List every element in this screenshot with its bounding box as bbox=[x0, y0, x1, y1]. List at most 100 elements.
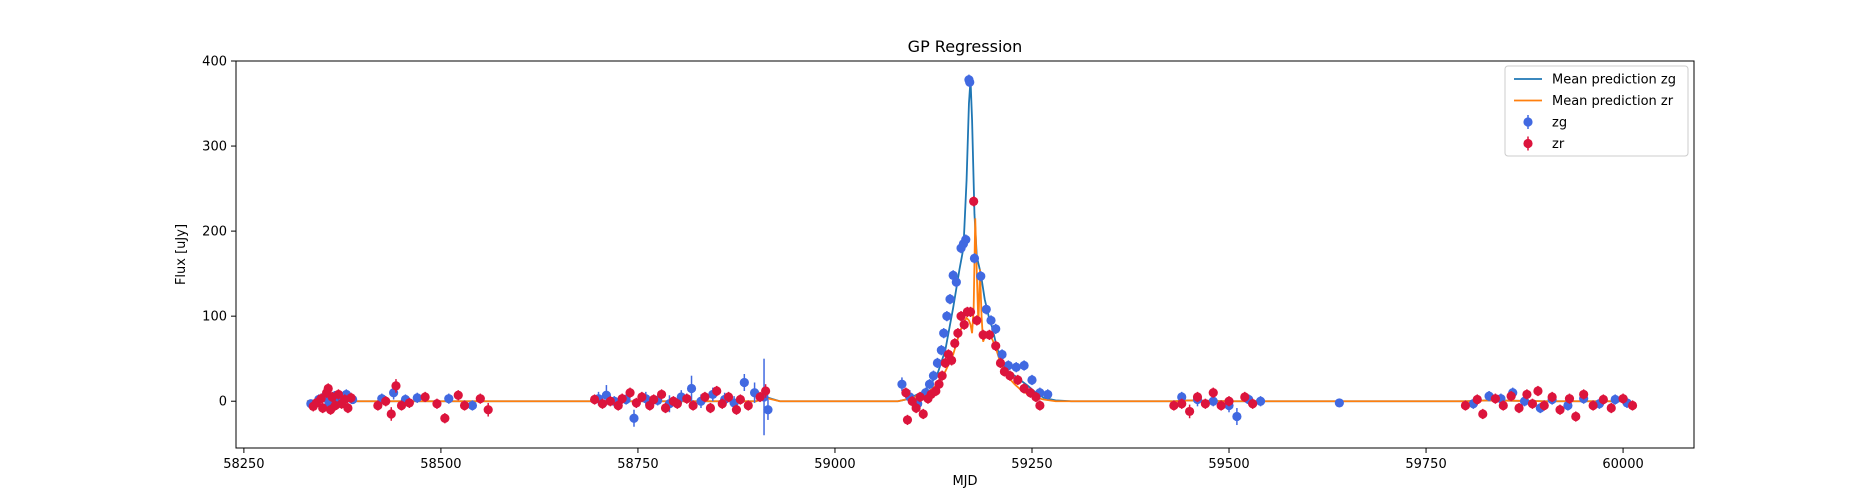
data-point bbox=[936, 345, 946, 355]
data-point bbox=[688, 400, 698, 411]
legend-label: Mean prediction zr bbox=[1552, 94, 1674, 109]
data-point bbox=[723, 392, 734, 402]
data-point bbox=[731, 405, 742, 415]
data-point bbox=[629, 413, 639, 423]
data-point bbox=[1527, 399, 1538, 409]
data-point bbox=[700, 392, 710, 402]
data-point bbox=[951, 277, 961, 287]
data-point bbox=[918, 409, 928, 419]
data-point bbox=[475, 394, 485, 404]
chart-title: GP Regression bbox=[908, 37, 1023, 56]
data-point bbox=[346, 393, 356, 403]
data-point bbox=[1533, 386, 1543, 396]
y-tick-label: 300 bbox=[202, 140, 227, 155]
data-point bbox=[617, 394, 627, 404]
y-tick-label: 200 bbox=[202, 225, 227, 240]
data-point bbox=[1506, 391, 1516, 401]
data-point bbox=[1011, 362, 1021, 372]
data-point bbox=[915, 392, 925, 402]
data-point bbox=[969, 196, 979, 206]
data-point bbox=[1031, 392, 1041, 402]
data-point bbox=[682, 394, 692, 404]
data-point bbox=[965, 77, 975, 87]
data-point bbox=[976, 271, 986, 281]
data-point bbox=[947, 355, 957, 365]
data-point bbox=[911, 403, 921, 413]
data-point bbox=[1571, 411, 1581, 422]
data-point bbox=[1216, 400, 1226, 411]
data-point bbox=[739, 377, 749, 388]
data-point bbox=[386, 409, 396, 419]
y-axis-label: Flux [uJy] bbox=[174, 224, 189, 285]
data-point bbox=[589, 394, 600, 405]
plot-content bbox=[306, 74, 1638, 436]
y-tick-label: 0 bbox=[219, 395, 227, 410]
data-point bbox=[597, 399, 608, 409]
data-point bbox=[672, 399, 682, 409]
data-point bbox=[934, 379, 944, 389]
data-point bbox=[1043, 389, 1053, 400]
data-point bbox=[901, 388, 911, 398]
data-point bbox=[937, 371, 947, 381]
data-point bbox=[959, 320, 969, 330]
data-point bbox=[1177, 399, 1187, 409]
data-point bbox=[1490, 394, 1500, 404]
data-point bbox=[984, 330, 995, 340]
data-point bbox=[1240, 392, 1250, 402]
data-point bbox=[467, 400, 478, 411]
data-point bbox=[1514, 403, 1524, 413]
data-point bbox=[1498, 400, 1508, 411]
data-point bbox=[1027, 375, 1037, 385]
data-point bbox=[404, 398, 414, 408]
data-point bbox=[897, 379, 907, 389]
data-point bbox=[483, 405, 493, 415]
x-tick-label: 59500 bbox=[1208, 457, 1249, 472]
series-mean-prediction-zr bbox=[306, 218, 1631, 403]
data-point bbox=[1035, 400, 1045, 411]
data-point bbox=[942, 311, 952, 321]
data-point bbox=[1539, 400, 1549, 411]
y-axis: 0 100 200 300 400 bbox=[202, 55, 236, 410]
data-point bbox=[1200, 399, 1210, 409]
data-point bbox=[961, 235, 971, 245]
data-point bbox=[316, 394, 326, 404]
data-point bbox=[649, 394, 659, 405]
data-point bbox=[902, 415, 913, 425]
x-tick-label: 58750 bbox=[617, 457, 658, 472]
data-point bbox=[761, 386, 771, 396]
data-point bbox=[965, 307, 976, 317]
x-axis: 58250 58500 58750 59000 59250 59500 59750 60000 bbox=[223, 448, 1644, 472]
data-point bbox=[1627, 400, 1638, 411]
data-point bbox=[420, 392, 430, 402]
data-point bbox=[939, 328, 949, 338]
data-point bbox=[978, 330, 988, 340]
data-point bbox=[1224, 396, 1234, 406]
x-tick-label: 59750 bbox=[1405, 457, 1446, 472]
data-point bbox=[743, 400, 753, 411]
x-tick-label: 60000 bbox=[1602, 457, 1643, 472]
x-tick-label: 59000 bbox=[814, 457, 855, 472]
data-point bbox=[945, 294, 955, 304]
data-point bbox=[1334, 398, 1344, 408]
legend-marker-swatch bbox=[1523, 117, 1533, 127]
data-point bbox=[972, 315, 982, 326]
data-point bbox=[1005, 371, 1015, 381]
data-point bbox=[986, 315, 996, 326]
legend-label: zr bbox=[1552, 137, 1565, 152]
data-point bbox=[1169, 400, 1179, 411]
data-point bbox=[1610, 394, 1620, 405]
data-point bbox=[712, 386, 722, 396]
data-point bbox=[631, 398, 641, 408]
data-point bbox=[432, 399, 442, 409]
data-point bbox=[318, 403, 328, 413]
data-point bbox=[1564, 394, 1575, 404]
y-tick-label: 100 bbox=[202, 310, 227, 325]
data-point bbox=[660, 403, 671, 413]
legend-label: zg bbox=[1552, 116, 1567, 131]
x-tick-label: 59250 bbox=[1011, 457, 1052, 472]
legend-marker-swatch bbox=[1523, 138, 1533, 149]
data-point bbox=[412, 393, 422, 403]
data-point bbox=[1588, 400, 1598, 411]
data-point bbox=[735, 394, 745, 405]
data-point bbox=[1522, 389, 1532, 400]
